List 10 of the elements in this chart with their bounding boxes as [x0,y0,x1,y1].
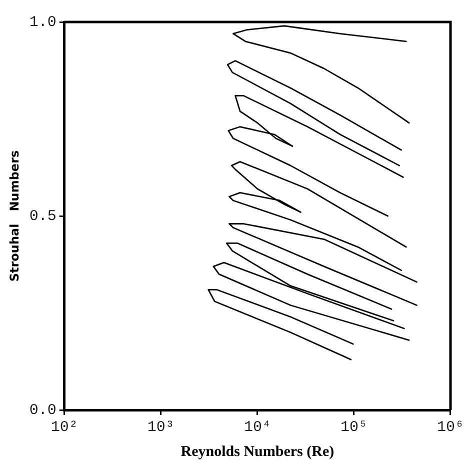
x-axis-title: Reynolds Numbers (Re) [180,444,334,460]
y-tick-label: 0.5 [29,208,56,225]
y-tick-label: 0.0 [29,402,56,419]
y-tick-label: 1.0 [29,14,56,31]
x-tick-label: 10³ [147,418,174,436]
x-tick-label: 10⁶ [436,418,464,436]
x-tick-label: 10⁴ [244,418,271,436]
y-axis-title: Strouhal Numbers [7,150,22,282]
x-tick-label: 10⁵ [340,418,368,436]
x-tick-label: 10² [50,418,78,436]
